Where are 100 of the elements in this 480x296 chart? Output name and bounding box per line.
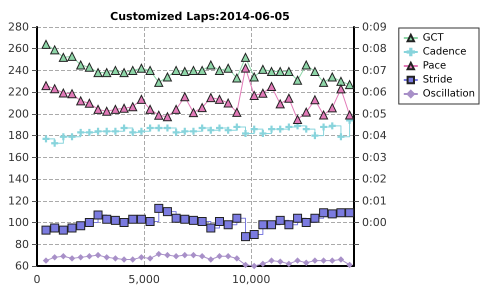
point [198, 103, 207, 112]
point [94, 68, 103, 78]
chart-title: Customized Laps:2014-06-05 [110, 10, 290, 23]
y-tick-label: 280 [8, 20, 29, 34]
point [276, 126, 284, 133]
point [284, 94, 294, 103]
point [276, 99, 285, 108]
point [86, 253, 92, 260]
point [155, 124, 162, 132]
point [190, 252, 196, 258]
y-tick-label: 180 [8, 129, 29, 142]
point [162, 112, 172, 122]
point [284, 220, 294, 230]
point [190, 128, 197, 135]
point [241, 52, 250, 62]
point [250, 72, 259, 82]
point [277, 258, 284, 265]
point [112, 255, 118, 262]
point [198, 66, 207, 75]
point [58, 88, 68, 98]
x-tick-label: 5,000 [128, 273, 160, 286]
point [320, 258, 327, 264]
point [68, 133, 76, 140]
point [136, 214, 146, 224]
point [76, 96, 86, 106]
point [68, 52, 77, 61]
point [180, 67, 190, 76]
point [128, 102, 138, 112]
point [154, 204, 164, 213]
point [84, 62, 94, 72]
point [110, 104, 120, 114]
point [188, 108, 198, 118]
point [224, 98, 233, 108]
point [224, 220, 233, 230]
point [172, 104, 181, 114]
point [182, 252, 188, 258]
point [328, 103, 337, 112]
point [130, 256, 136, 262]
point [336, 84, 346, 94]
point [180, 92, 190, 102]
point [206, 60, 216, 70]
point [319, 110, 328, 120]
point [284, 67, 294, 76]
point [310, 214, 320, 223]
point [293, 214, 302, 223]
point [102, 214, 112, 224]
point [293, 115, 302, 124]
point [216, 253, 222, 260]
point [224, 126, 232, 134]
point [302, 218, 311, 228]
point [138, 128, 145, 135]
point [267, 220, 276, 230]
point [41, 40, 50, 49]
point [338, 256, 344, 262]
point [214, 66, 224, 75]
point [346, 262, 353, 268]
point [276, 67, 285, 76]
point [41, 81, 50, 90]
point [250, 126, 258, 133]
point [181, 128, 188, 135]
point [188, 66, 198, 75]
point [260, 260, 266, 267]
point [94, 210, 103, 220]
point [329, 258, 336, 264]
y2-tick-label: 0:02 [362, 172, 387, 186]
point [112, 128, 119, 135]
point [225, 253, 232, 260]
point [345, 208, 354, 218]
point [302, 126, 310, 133]
point [206, 93, 216, 102]
legend-label: Cadence [422, 46, 466, 58]
point [136, 94, 146, 104]
point [164, 252, 170, 258]
point [214, 94, 224, 104]
point [242, 262, 249, 268]
point [68, 223, 77, 232]
point [60, 133, 67, 140]
point [146, 216, 155, 226]
point [310, 67, 320, 76]
point [208, 256, 214, 262]
point [233, 123, 240, 130]
point [328, 209, 337, 218]
point [162, 207, 172, 216]
y-tick-label: 260 [8, 42, 29, 56]
point [251, 263, 258, 269]
point [312, 258, 318, 264]
y2-tick-label: 0:01 [362, 194, 387, 208]
point [234, 255, 240, 262]
point [95, 252, 102, 258]
y-tick-label: 140 [8, 172, 29, 186]
point [172, 66, 181, 75]
point [146, 66, 155, 75]
y2-tick-label: 0:09 [362, 20, 387, 34]
point [328, 72, 337, 82]
point [136, 64, 146, 73]
point [69, 255, 76, 262]
point [52, 254, 58, 260]
point [103, 128, 110, 135]
point [68, 89, 77, 98]
y-tick-label: 80 [15, 238, 29, 251]
